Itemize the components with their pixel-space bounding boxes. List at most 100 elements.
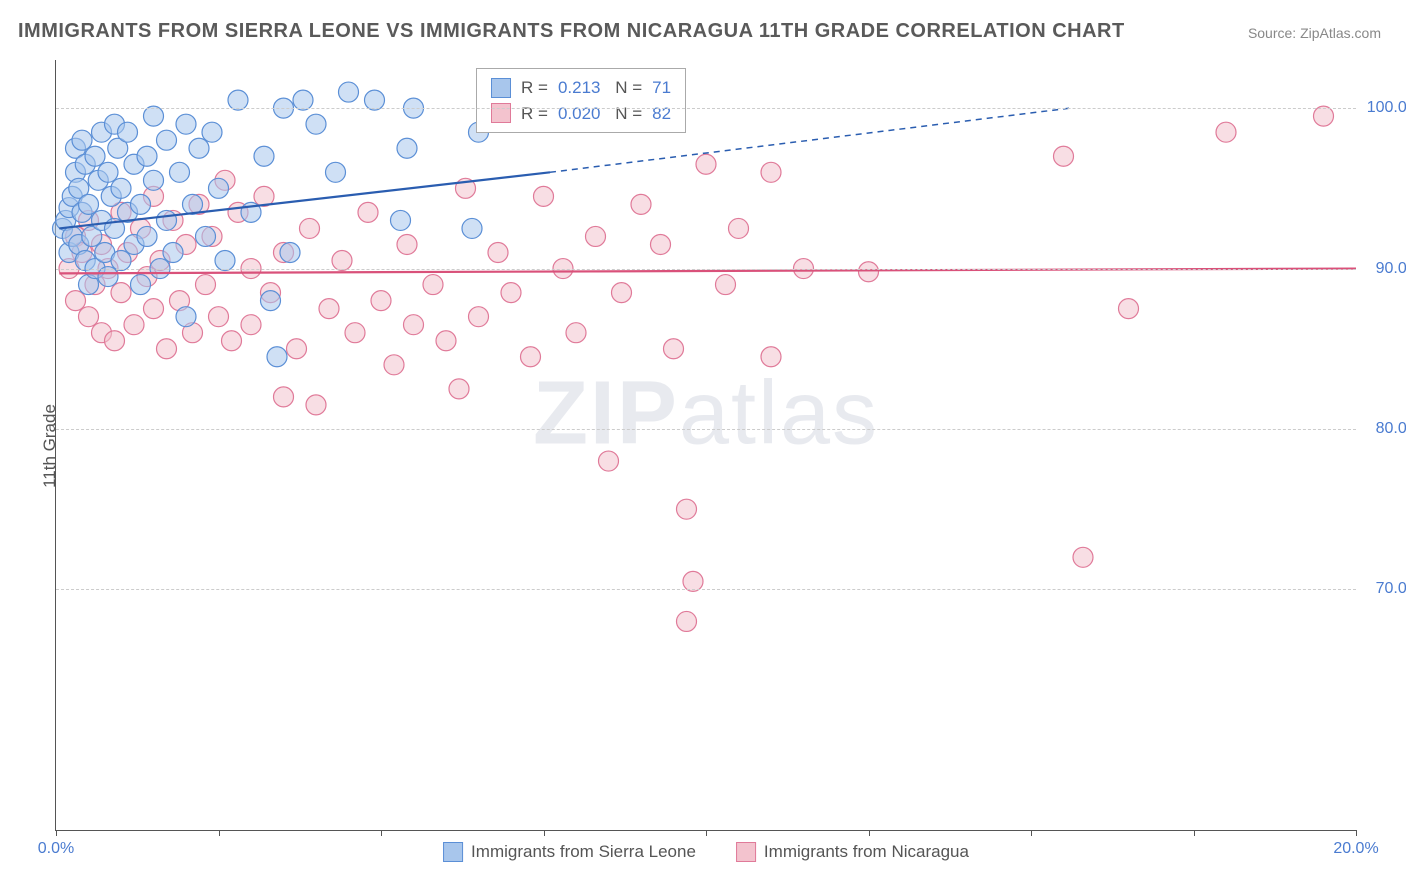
data-point — [319, 299, 339, 319]
data-point — [397, 138, 417, 158]
data-point — [436, 331, 456, 351]
swatch-nicaragua — [491, 103, 511, 123]
xtick-mark — [706, 830, 707, 836]
stats-legend-box: R = 0.213 N = 71 R = 0.020 N = 82 — [476, 68, 686, 133]
data-point — [612, 283, 632, 303]
data-point — [189, 138, 209, 158]
data-point — [241, 315, 261, 335]
ytick-label: 90.0% — [1361, 260, 1406, 278]
legend-item-nicaragua: Immigrants from Nicaragua — [736, 842, 969, 862]
gridline — [56, 429, 1356, 430]
data-point — [98, 267, 118, 287]
xtick-mark — [544, 830, 545, 836]
data-point — [196, 275, 216, 295]
data-point — [118, 122, 138, 142]
data-point — [254, 146, 274, 166]
data-point — [222, 331, 242, 351]
data-point — [761, 347, 781, 367]
data-point — [111, 178, 131, 198]
data-point — [137, 146, 157, 166]
xtick-mark — [869, 830, 870, 836]
data-point — [306, 114, 326, 134]
data-point — [72, 130, 92, 150]
data-point — [1216, 122, 1236, 142]
data-point — [384, 355, 404, 375]
data-point — [1073, 547, 1093, 567]
data-point — [664, 339, 684, 359]
data-point — [859, 262, 879, 282]
data-point — [631, 194, 651, 214]
data-point — [339, 82, 359, 102]
data-point — [404, 315, 424, 335]
gridline — [56, 589, 1356, 590]
legend-item-sierra-leone: Immigrants from Sierra Leone — [443, 842, 696, 862]
data-point — [137, 226, 157, 246]
data-point — [345, 323, 365, 343]
data-point — [1119, 299, 1139, 319]
data-point — [105, 331, 125, 351]
data-point — [677, 499, 697, 519]
data-point — [501, 283, 521, 303]
data-point — [196, 226, 216, 246]
data-point — [287, 339, 307, 359]
data-point — [371, 291, 391, 311]
swatch-sierra-leone-bottom — [443, 842, 463, 862]
data-point — [209, 178, 229, 198]
data-point — [228, 90, 248, 110]
data-point — [521, 347, 541, 367]
data-point — [124, 315, 144, 335]
data-point — [332, 251, 352, 271]
xtick-mark — [219, 830, 220, 836]
data-point — [157, 210, 177, 230]
data-point — [157, 130, 177, 150]
data-point — [358, 202, 378, 222]
xtick-mark — [1031, 830, 1032, 836]
data-point — [651, 234, 671, 254]
data-point — [566, 323, 586, 343]
data-point — [488, 243, 508, 263]
chart-title: IMMIGRANTS FROM SIERRA LEONE VS IMMIGRAN… — [18, 20, 1125, 43]
data-point — [202, 122, 222, 142]
data-point — [66, 291, 86, 311]
data-point — [449, 379, 469, 399]
data-point — [98, 162, 118, 182]
data-point — [79, 194, 99, 214]
ytick-label: 100.0% — [1361, 99, 1406, 117]
data-point — [462, 218, 482, 238]
stats-row-nicaragua: R = 0.020 N = 82 — [491, 101, 671, 127]
data-point — [293, 90, 313, 110]
data-point — [696, 154, 716, 174]
data-point — [423, 275, 443, 295]
data-point — [170, 162, 190, 182]
data-point — [300, 218, 320, 238]
data-point — [111, 251, 131, 271]
data-point — [365, 90, 385, 110]
data-point — [163, 243, 183, 263]
swatch-sierra-leone — [491, 78, 511, 98]
data-point — [729, 218, 749, 238]
data-point — [176, 114, 196, 134]
ytick-label: 80.0% — [1361, 420, 1406, 438]
data-point — [326, 162, 346, 182]
data-point — [215, 251, 235, 271]
source-attribution: Source: ZipAtlas.com — [1248, 25, 1381, 41]
xtick-mark — [1194, 830, 1195, 836]
bottom-legend: Immigrants from Sierra Leone Immigrants … — [443, 842, 969, 862]
xtick-mark — [1356, 830, 1357, 836]
data-point — [79, 307, 99, 327]
ytick-label: 70.0% — [1361, 580, 1406, 598]
data-point — [716, 275, 736, 295]
data-point — [683, 571, 703, 591]
data-point — [391, 210, 411, 230]
data-point — [176, 307, 196, 327]
gridline — [56, 108, 1356, 109]
data-point — [144, 299, 164, 319]
chart-plot-area: ZIPatlas R = 0.213 N = 71 R = 0.020 N = … — [55, 60, 1356, 831]
data-point — [274, 387, 294, 407]
xtick-label: 20.0% — [1333, 840, 1378, 858]
data-point — [761, 162, 781, 182]
xtick-mark — [381, 830, 382, 836]
xtick-mark — [56, 830, 57, 836]
data-point — [1314, 106, 1334, 126]
stats-row-sierra-leone: R = 0.213 N = 71 — [491, 75, 671, 101]
